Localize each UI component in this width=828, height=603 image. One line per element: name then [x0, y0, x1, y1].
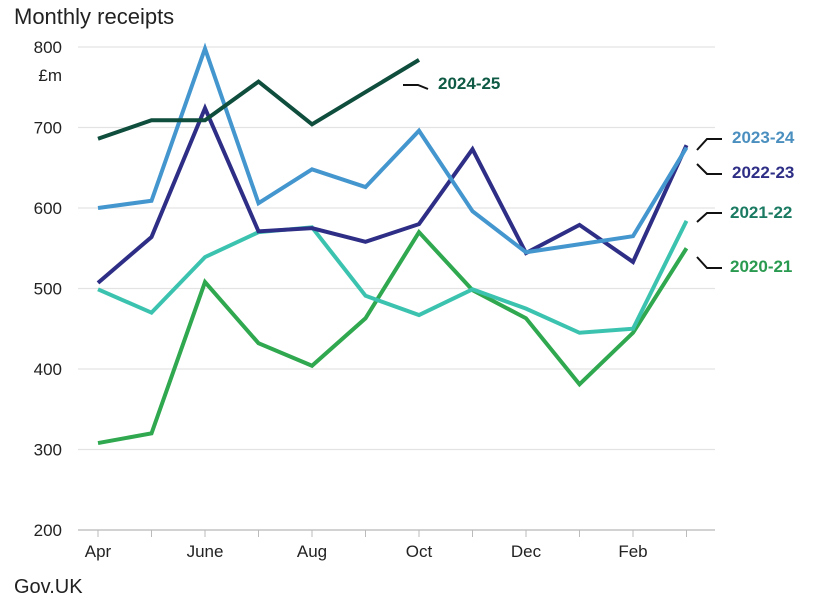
- x-tick-label: Apr: [85, 542, 112, 561]
- y-tick-label: 200: [34, 521, 62, 540]
- series-line-2021-22: [97, 219, 689, 335]
- y-axis-unit: £m: [38, 66, 62, 85]
- x-tick-label: Feb: [618, 542, 647, 561]
- series-label-2023-24: 2023-24: [732, 128, 795, 147]
- y-tick-label: 600: [34, 199, 62, 218]
- series-line-2022-23: [96, 103, 689, 285]
- legend-leader-line: [696, 138, 722, 151]
- y-tick-label: 700: [34, 119, 62, 138]
- y-tick-label: 800: [34, 38, 62, 57]
- x-tick-label: Dec: [511, 542, 542, 561]
- series-label-2022-23: 2022-23: [732, 163, 794, 182]
- legend-leader-line: [696, 212, 722, 223]
- legend-leader-line: [696, 163, 722, 175]
- x-tick-label: June: [187, 542, 224, 561]
- y-tick-label: 500: [34, 280, 62, 299]
- chart-source: Gov.UK: [14, 576, 83, 598]
- legend-leader-line: [696, 256, 722, 269]
- x-tick-label: Oct: [406, 542, 433, 561]
- y-tick-label: 300: [34, 441, 62, 460]
- series-line-2020-21: [97, 228, 689, 446]
- series-label-2024-25: 2024-25: [438, 74, 500, 93]
- series-label-2020-21: 2020-21: [730, 257, 792, 276]
- chart-title: Monthly receipts: [14, 4, 175, 29]
- x-tick-label: Aug: [297, 542, 327, 561]
- legend-leader-line: [403, 84, 429, 90]
- series-line-2023-24: [97, 42, 689, 255]
- series-label-2021-22: 2021-22: [730, 203, 792, 222]
- y-tick-label: 400: [34, 360, 62, 379]
